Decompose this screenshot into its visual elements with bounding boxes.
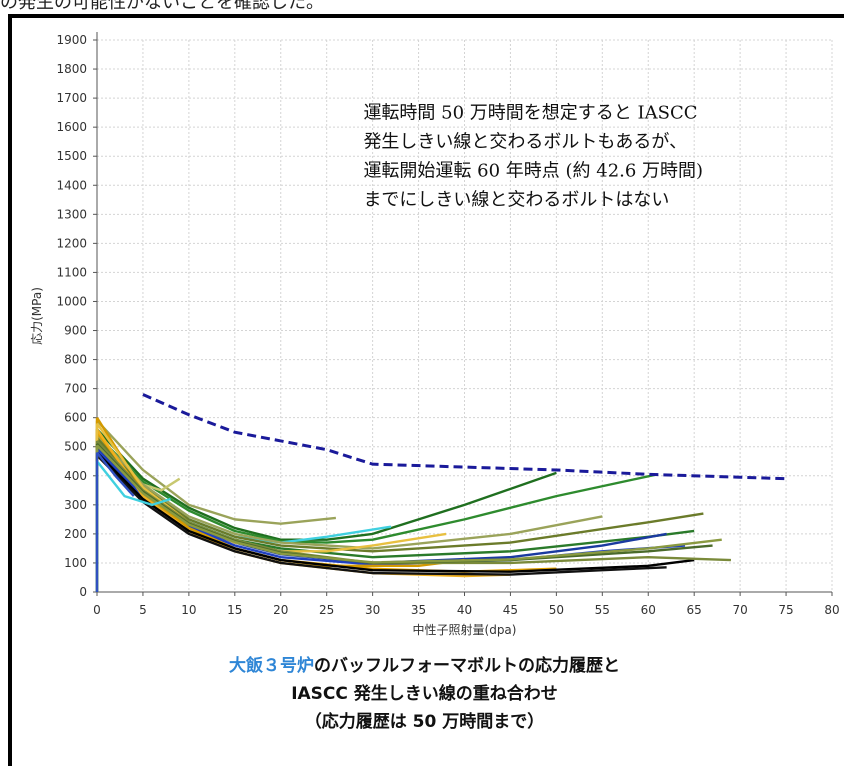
stress-history-line	[96, 434, 658, 544]
y-tick-label: 700	[64, 382, 87, 396]
stress-history-line	[96, 419, 337, 525]
annotation: 運転時間 50 万時間を想定すると IASCC 発生しきい線と交わるボルトもあるが…	[363, 102, 703, 210]
annotation-line: 発生しきい線と交わるボルトもあるが、	[363, 131, 687, 152]
y-tick-label: 1900	[56, 33, 87, 47]
x-tick-label: 55	[595, 603, 610, 617]
stress-history-chart: 0100200300400500600700800900100011001200…	[30, 32, 840, 637]
y-tick-label: 1000	[56, 294, 87, 308]
series-layer	[95, 393, 787, 592]
y-tick-label: 1100	[56, 265, 87, 279]
figure-frame	[8, 14, 844, 766]
y-tick-label: 1500	[56, 149, 87, 163]
annotation-line: 運転時間 50 万時間を想定すると IASCC	[363, 102, 697, 123]
iascc-threshold-line	[142, 393, 787, 481]
stress-history-line	[96, 440, 695, 559]
x-tick-label: 20	[273, 603, 288, 617]
caption-highlight: 大飯３号炉	[229, 656, 314, 676]
y-tick-label: 400	[64, 469, 87, 483]
x-tick-label: 5	[139, 603, 147, 617]
stress-history-line	[96, 451, 695, 573]
y-tick-label: 800	[64, 353, 87, 367]
stress-history-line	[96, 460, 171, 507]
y-tick-label: 900	[64, 324, 87, 338]
y-tick-label: 1300	[56, 207, 87, 221]
y-tick-label: 1700	[56, 91, 87, 105]
x-tick-label: 75	[778, 603, 793, 617]
caption-line-1: 大飯３号炉のバッフルフォーマボルトの応力履歴と	[0, 652, 849, 680]
x-tick-label: 40	[457, 603, 472, 617]
x-tick-label: 30	[365, 603, 380, 617]
y-tick-label: 500	[64, 440, 87, 454]
x-tick-label: 50	[549, 603, 564, 617]
y-tick-label: 1400	[56, 178, 87, 192]
axes: 0100200300400500600700800900100011001200…	[56, 32, 840, 617]
caption-line-1-rest: のバッフルフォーマボルトの応力履歴と	[314, 656, 620, 676]
stress-history-line	[96, 454, 667, 576]
annotation-line: 運転開始運転 60 年時点 (約 42.6 万時間)	[363, 160, 703, 181]
x-tick-label: 65	[687, 603, 702, 617]
x-tick-label: 45	[503, 603, 518, 617]
x-tick-label: 25	[319, 603, 334, 617]
x-axis-title: 中性子照射量(dpa)	[413, 622, 517, 637]
annotation-line: までにしきい線と交わるボルトはない	[363, 189, 669, 210]
x-tick-label: 10	[181, 603, 196, 617]
x-tick-label: 70	[732, 603, 747, 617]
x-tick-label: 0	[93, 603, 101, 617]
y-axis-title: 応力(MPa)	[30, 287, 44, 345]
y-tick-label: 600	[64, 411, 87, 425]
y-tick-label: 100	[64, 556, 87, 570]
stress-history-line	[96, 451, 135, 497]
x-tick-label: 80	[824, 603, 839, 617]
x-tick-label: 35	[411, 603, 426, 617]
y-tick-label: 1200	[56, 236, 87, 250]
figure-caption: 大飯３号炉のバッフルフォーマボルトの応力履歴と IASCC 発生しきい線の重ね合…	[0, 652, 849, 736]
y-tick-label: 1800	[56, 62, 87, 76]
y-tick-label: 300	[64, 498, 87, 512]
clipped-top-text: の発生の可能性がないことを確認した。	[0, 0, 324, 12]
y-tick-label: 0	[79, 585, 87, 599]
x-tick-label: 60	[641, 603, 656, 617]
x-tick-label: 15	[227, 603, 242, 617]
caption-line-3: （応力履歴は 50 万時間まで）	[304, 712, 545, 732]
caption-line-2: IASCC 発生しきい線の重ね合わせ	[291, 684, 558, 704]
y-tick-label: 1600	[56, 120, 87, 134]
stress-history-line	[96, 434, 603, 550]
y-tick-label: 200	[64, 527, 87, 541]
